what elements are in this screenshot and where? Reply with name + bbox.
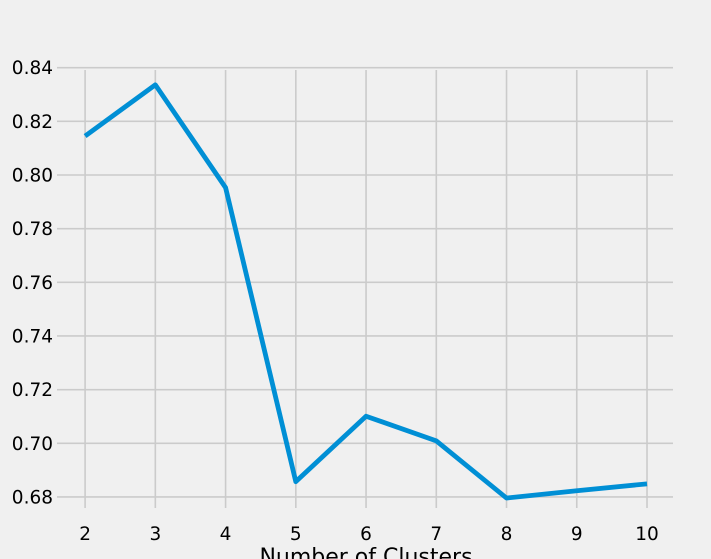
x-tick-label: 8: [501, 524, 513, 545]
x-tick-labels: 2 3 4 5 6 7 8 9 10: [79, 524, 659, 545]
y-tick-label: 0.80: [12, 165, 53, 186]
y-gridlines: [57, 66, 673, 498]
y-tick-label: 0.76: [12, 273, 53, 294]
y-tick-label: 0.70: [12, 434, 53, 455]
series-line: [83, 82, 648, 501]
y-tick-label: 0.84: [12, 58, 53, 79]
x-axis-label: Number of Clusters: [259, 545, 472, 559]
x-tick-label: 10: [635, 524, 659, 545]
x-tick-label: 6: [360, 524, 372, 545]
x-tick-label: 9: [571, 524, 583, 545]
x-tick-label: 3: [149, 524, 161, 545]
x-tick-label: 5: [290, 524, 302, 545]
series-layer: [83, 82, 648, 501]
y-tick-label: 0.78: [12, 219, 53, 240]
y-tick-label: 0.82: [12, 112, 53, 133]
y-tick-label: 0.72: [12, 380, 53, 401]
x-tick-label: 4: [220, 524, 232, 545]
y-tick-label: 0.74: [12, 326, 53, 347]
x-gridlines: [84, 70, 648, 508]
x-tick-label: 2: [79, 524, 91, 545]
y-tick-label: 0.68: [12, 487, 53, 508]
x-tick-label: 7: [430, 524, 442, 545]
y-tick-labels: 0.68 0.70 0.72 0.74 0.76 0.78 0.80 0.82 0.84: [12, 58, 53, 508]
